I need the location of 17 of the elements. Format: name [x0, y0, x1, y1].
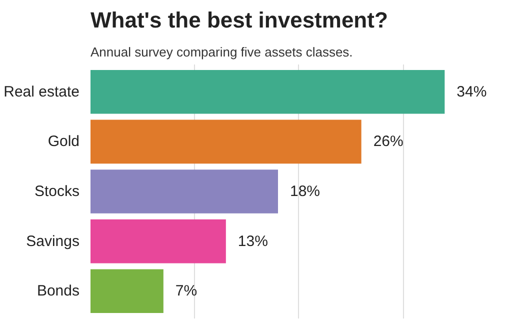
y-tick-label: Gold	[48, 133, 80, 150]
y-tick-label: Savings	[26, 232, 80, 250]
chart-title: What's the best investment?	[90, 8, 388, 32]
data-label: 26%	[373, 133, 404, 150]
bar	[90, 70, 445, 114]
data-label: 13%	[238, 232, 268, 250]
y-tick-label: Real estate	[4, 83, 80, 100]
y-tick-label: Stocks	[34, 183, 80, 200]
bar	[90, 170, 278, 214]
bar	[90, 269, 164, 314]
y-tick-label: Bonds	[36, 282, 80, 300]
data-label: 18%	[290, 183, 320, 200]
bar	[90, 219, 226, 264]
bar	[90, 120, 362, 164]
data-label: 34%	[456, 83, 487, 100]
chart-subtitle: Annual survey comparing five assets classes.	[90, 44, 353, 60]
data-label: 7%	[175, 282, 198, 300]
